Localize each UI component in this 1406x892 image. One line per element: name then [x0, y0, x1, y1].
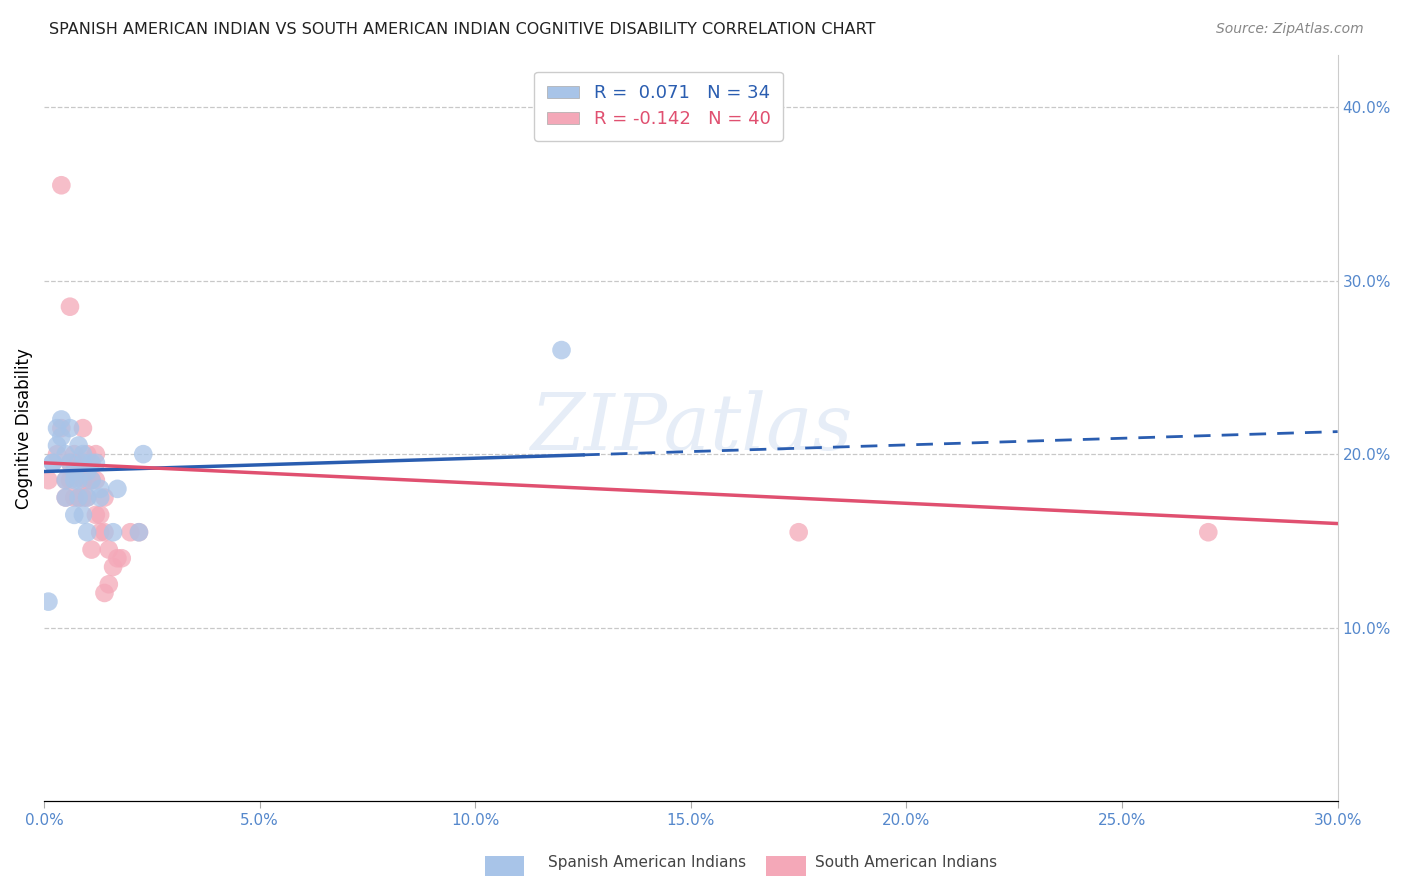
Point — [84, 456, 107, 470]
Text: SPANISH AMERICAN INDIAN VS SOUTH AMERICAN INDIAN COGNITIVE DISABILITY CORRELATIO: SPANISH AMERICAN INDIAN VS SOUTH AMERICA… — [49, 22, 876, 37]
Point — [128, 525, 150, 540]
Point — [80, 456, 103, 470]
Point — [55, 473, 77, 487]
Point — [93, 586, 115, 600]
Point — [55, 473, 77, 487]
Point — [67, 473, 90, 487]
Point — [63, 508, 86, 522]
Point — [84, 447, 107, 461]
Point — [80, 473, 103, 487]
Point — [46, 421, 69, 435]
Point — [132, 447, 155, 461]
Point — [59, 300, 82, 314]
Point — [37, 594, 59, 608]
Point — [59, 456, 82, 470]
Point — [80, 542, 103, 557]
Point — [67, 438, 90, 452]
Point — [59, 456, 82, 470]
Point — [93, 525, 115, 540]
Point — [46, 438, 69, 452]
Point — [55, 447, 77, 461]
Point — [67, 491, 90, 505]
Text: ZIPatlas: ZIPatlas — [530, 390, 852, 467]
Point — [787, 525, 810, 540]
Point — [72, 456, 94, 470]
Point — [72, 491, 94, 505]
Text: Spanish American Indians: Spanish American Indians — [548, 855, 747, 870]
Point — [97, 577, 120, 591]
Point — [72, 473, 94, 487]
Point — [42, 456, 65, 470]
Point — [67, 465, 90, 479]
Point — [63, 465, 86, 479]
Point — [89, 508, 111, 522]
Point — [76, 473, 98, 487]
Point — [89, 525, 111, 540]
Point — [76, 525, 98, 540]
Point — [84, 473, 107, 487]
Point — [1197, 525, 1219, 540]
Text: South American Indians: South American Indians — [815, 855, 998, 870]
Point — [111, 551, 134, 566]
Legend: R =  0.071   N = 34, R = -0.142   N = 40: R = 0.071 N = 34, R = -0.142 N = 40 — [534, 71, 783, 141]
Point — [51, 421, 73, 435]
Point — [51, 430, 73, 444]
Point — [37, 473, 59, 487]
Point — [107, 482, 129, 496]
Point — [101, 525, 124, 540]
Point — [59, 421, 82, 435]
Point — [80, 473, 103, 487]
Point — [93, 491, 115, 505]
Point — [76, 447, 98, 461]
Y-axis label: Cognitive Disability: Cognitive Disability — [15, 348, 32, 508]
Point — [51, 178, 73, 193]
Point — [76, 491, 98, 505]
Point — [72, 508, 94, 522]
Point — [550, 343, 572, 357]
Point — [42, 456, 65, 470]
Text: Source: ZipAtlas.com: Source: ZipAtlas.com — [1216, 22, 1364, 37]
Point — [76, 491, 98, 505]
Point — [89, 482, 111, 496]
Point — [72, 447, 94, 461]
Point — [55, 491, 77, 505]
Point — [67, 456, 90, 470]
Point — [84, 508, 107, 522]
Point — [120, 525, 142, 540]
Point — [107, 551, 129, 566]
Point — [59, 473, 82, 487]
Point — [67, 491, 90, 505]
Point — [72, 421, 94, 435]
Point — [46, 447, 69, 461]
Point — [63, 473, 86, 487]
Point — [101, 560, 124, 574]
Point — [63, 456, 86, 470]
Point — [97, 542, 120, 557]
Point — [63, 447, 86, 461]
Point — [63, 491, 86, 505]
Point — [89, 491, 111, 505]
Point — [128, 525, 150, 540]
Point — [76, 465, 98, 479]
Point — [55, 491, 77, 505]
Point — [51, 412, 73, 426]
